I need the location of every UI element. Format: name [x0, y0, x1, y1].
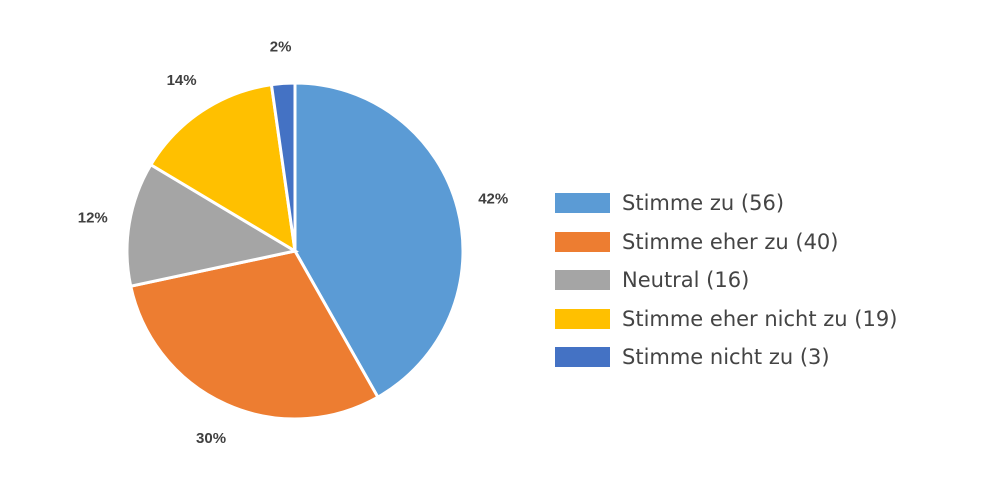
legend-swatch [555, 270, 610, 291]
legend-label: Neutral (16) [622, 268, 750, 293]
legend-item: Stimme zu (56) [555, 184, 897, 223]
pie-slice [128, 249, 380, 421]
legend-item: Neutral (16) [555, 261, 897, 300]
pie-slice [125, 162, 300, 288]
legend-swatch [555, 347, 610, 368]
legend-label: Stimme eher nicht zu (19) [622, 306, 898, 331]
pie-slice [293, 81, 465, 400]
data-label: 30% [196, 430, 226, 447]
legend-swatch [555, 308, 610, 329]
pie-slice [148, 82, 297, 254]
data-label: 12% [78, 210, 108, 227]
legend-item: Stimme nicht zu (3) [555, 338, 897, 377]
legend-item: Stimme eher nicht zu (19) [555, 300, 897, 339]
legend-label: Stimme nicht zu (3) [622, 345, 830, 370]
data-label: 14% [167, 72, 197, 89]
data-label: 2% [270, 39, 292, 56]
data-label: 42% [478, 191, 508, 208]
legend-label: Stimme eher zu (40) [622, 229, 839, 254]
legend-label: Stimme zu (56) [622, 191, 785, 216]
legend-swatch [555, 193, 610, 214]
legend-item: Stimme eher zu (40) [555, 223, 897, 262]
pie-slice [269, 81, 297, 252]
legend: Stimme zu (56) Stimme eher zu (40) Neutr… [555, 184, 897, 377]
legend-swatch [555, 231, 610, 252]
